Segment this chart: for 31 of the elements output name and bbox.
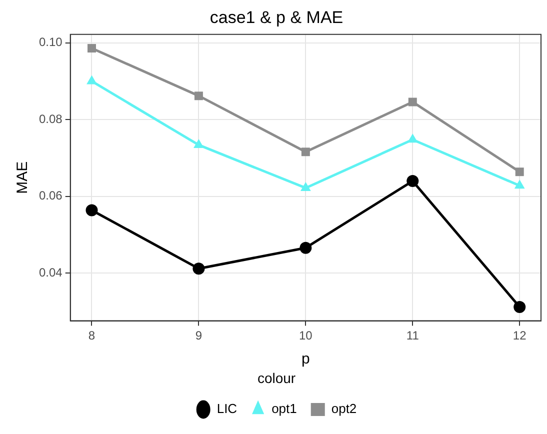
x-tick-label: 12 bbox=[512, 328, 527, 342]
y-axis-title: MAE bbox=[14, 161, 32, 194]
x-tick-label: 11 bbox=[406, 328, 420, 342]
point bbox=[192, 262, 205, 275]
point bbox=[300, 182, 311, 191]
chart-title: case1 & p & MAE bbox=[210, 8, 344, 27]
legend-label: LIC bbox=[216, 401, 238, 416]
point bbox=[407, 134, 418, 143]
point bbox=[515, 168, 524, 176]
x-tick-label: 9 bbox=[195, 328, 202, 342]
point bbox=[86, 75, 97, 84]
point bbox=[301, 148, 310, 156]
x-axis-title: p bbox=[302, 350, 310, 368]
point bbox=[406, 175, 419, 188]
point bbox=[514, 300, 526, 313]
point bbox=[408, 98, 417, 106]
point bbox=[194, 92, 203, 100]
legend-title: colour bbox=[257, 370, 296, 386]
y-tick-label: 0.10 bbox=[38, 35, 63, 50]
y-tick-label: 0.08 bbox=[38, 112, 63, 126]
legend-label: opt2 bbox=[331, 401, 357, 416]
point bbox=[86, 204, 98, 216]
x-tick-label: 10 bbox=[299, 328, 313, 342]
x-tick-label: 8 bbox=[88, 328, 96, 342]
point bbox=[300, 242, 312, 254]
point bbox=[88, 44, 96, 52]
y-tick-label: 0.06 bbox=[38, 188, 63, 203]
point bbox=[194, 138, 204, 148]
legend-label: opt1 bbox=[272, 401, 297, 416]
y-tick-label: 0.04 bbox=[38, 266, 63, 280]
point bbox=[514, 180, 525, 189]
